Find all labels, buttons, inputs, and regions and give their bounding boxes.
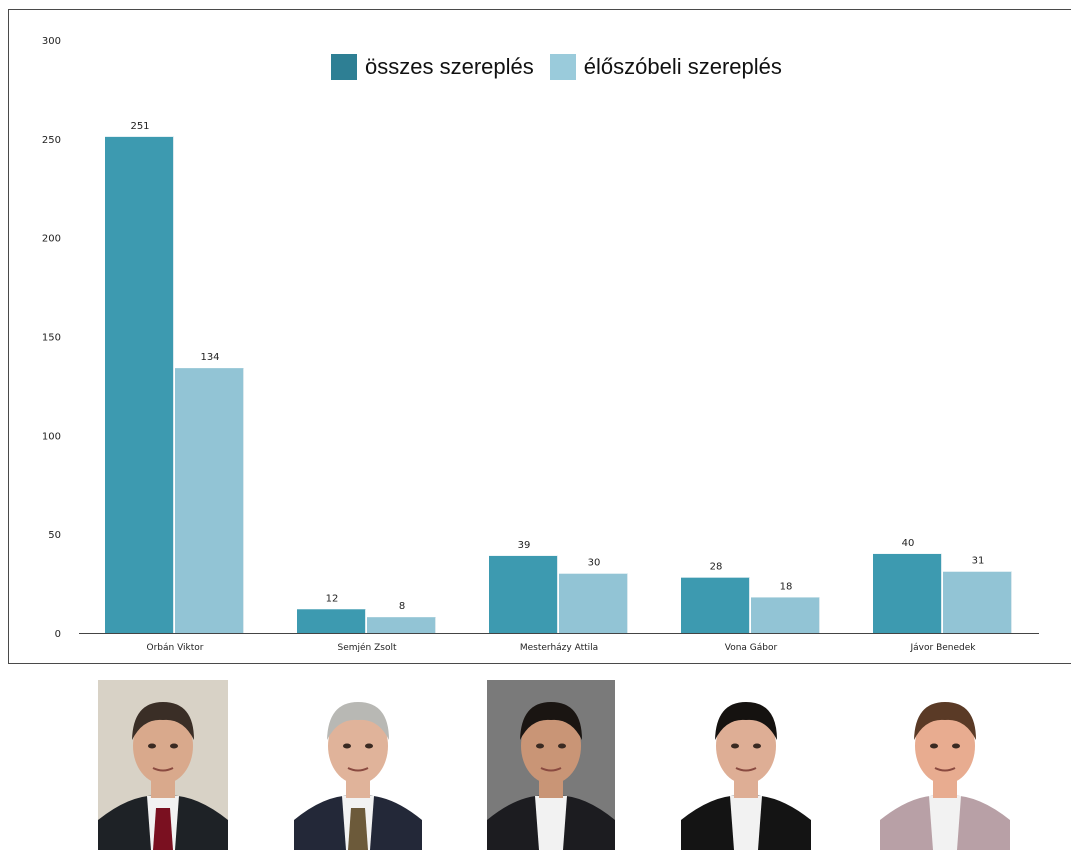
bar-edge [365, 609, 366, 633]
y-tick-label: 0 [55, 629, 61, 640]
legend-swatch-total [331, 54, 357, 80]
data-label: 12 [326, 593, 339, 604]
bar-edge [243, 368, 244, 633]
bar-edge [941, 553, 942, 633]
legend-item-total: összes szereplés [331, 54, 534, 80]
bar [751, 597, 820, 633]
bar-edge [819, 597, 820, 633]
portrait-photo [681, 680, 811, 850]
bar [873, 553, 942, 633]
bar-edge [435, 617, 436, 633]
portrait-photo [880, 680, 1010, 850]
legend-label-spoken: élőszóbeli szereplés [583, 54, 782, 79]
y-tick-label: 250 [42, 135, 61, 146]
data-label: 31 [972, 556, 985, 567]
x-tick-label: Orbán Viktor [147, 643, 204, 653]
bar [681, 577, 750, 633]
bar-edge [749, 577, 750, 633]
bar-edge [557, 555, 558, 633]
legend-item-spoken: élőszóbeli szereplés [549, 54, 782, 80]
data-label: 39 [518, 540, 531, 551]
portrait-photo [98, 680, 228, 850]
bar [559, 573, 628, 633]
data-label: 30 [588, 558, 601, 569]
portrait-photo [294, 680, 422, 850]
x-tick-label: Semjén Zsolt [337, 642, 396, 653]
chart-frame: 0 50 100 150 200 250 300 251 134 Orbán Viktor 12 8 S… [8, 9, 1071, 664]
legend-label-total: összes szereplés [365, 54, 534, 79]
x-tick-label: Mesterházy Attila [520, 643, 598, 653]
bar-chart: 0 50 100 150 200 250 300 251 134 Orbán Viktor 12 8 S… [42, 36, 1039, 653]
bar [175, 368, 244, 633]
bar [943, 571, 1012, 633]
data-label: 8 [399, 601, 405, 612]
x-tick-label: Vona Gábor [725, 643, 778, 653]
bar-edge [1011, 571, 1012, 633]
legend-swatch-spoken [549, 54, 576, 80]
y-tick-label: 150 [42, 333, 61, 344]
chart-legend: összes szereplés élőszóbeli szereplés [331, 54, 798, 80]
portrait-photo [487, 680, 615, 850]
bar-edge [173, 136, 174, 633]
bar-edge [627, 573, 628, 633]
bar [297, 609, 366, 633]
data-label: 18 [780, 581, 793, 592]
y-tick-label: 200 [42, 234, 61, 245]
data-label: 40 [902, 538, 915, 549]
y-tick-label: 50 [48, 530, 61, 541]
data-label: 28 [710, 562, 723, 573]
y-tick-label: 100 [42, 431, 61, 442]
data-label: 134 [200, 352, 219, 363]
bar [489, 555, 558, 633]
bar [367, 617, 436, 633]
data-label: 251 [130, 121, 149, 132]
bar [105, 136, 174, 633]
y-tick-label: 300 [42, 36, 61, 47]
x-tick-label: Jávor Benedek [910, 643, 977, 653]
